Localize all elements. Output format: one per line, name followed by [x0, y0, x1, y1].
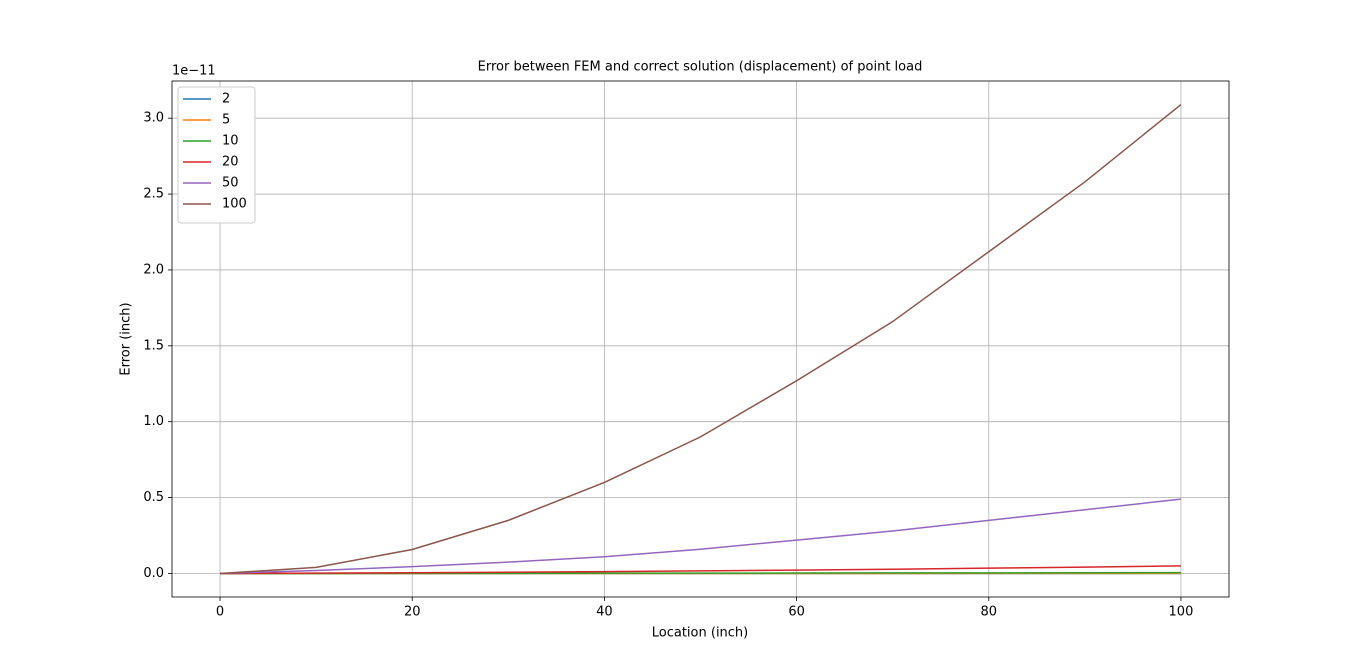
legend-label: 5 — [222, 113, 230, 128]
x-tick-label: 0 — [216, 605, 224, 620]
plot-frame — [171, 80, 1230, 598]
x-tick-label: 80 — [980, 605, 997, 620]
y-axis-label: Error (inch) — [119, 302, 134, 375]
x-tick-label: 100 — [1169, 605, 1194, 620]
x-tick-label: 40 — [596, 605, 613, 620]
chart-title: Error between FEM and correct solution (… — [478, 60, 923, 75]
legend-label: 100 — [222, 197, 247, 212]
series-line — [220, 565, 1181, 575]
legend-label: 20 — [222, 155, 239, 170]
y-tick-label: 2.5 — [143, 187, 164, 202]
y-tick-label: 3.0 — [143, 111, 164, 126]
legend-label: 2 — [222, 92, 230, 107]
legend-label: 10 — [222, 134, 239, 149]
legend-label: 50 — [222, 176, 239, 191]
legend-box — [177, 86, 256, 224]
y-tick-label: 1.0 — [143, 414, 164, 429]
y-tick-label: 0.5 — [143, 490, 164, 505]
y-tick-label: 2.0 — [143, 262, 164, 277]
x-axis-label: Location (inch) — [652, 626, 749, 641]
series-line — [219, 103, 1182, 575]
y-offset-label: 1e−11 — [172, 64, 216, 79]
x-tick-label: 60 — [788, 605, 805, 620]
y-tick-label: 0.0 — [143, 566, 164, 581]
y-tick-label: 1.5 — [143, 338, 164, 353]
x-tick-label: 20 — [404, 605, 421, 620]
series-line — [220, 498, 1182, 575]
